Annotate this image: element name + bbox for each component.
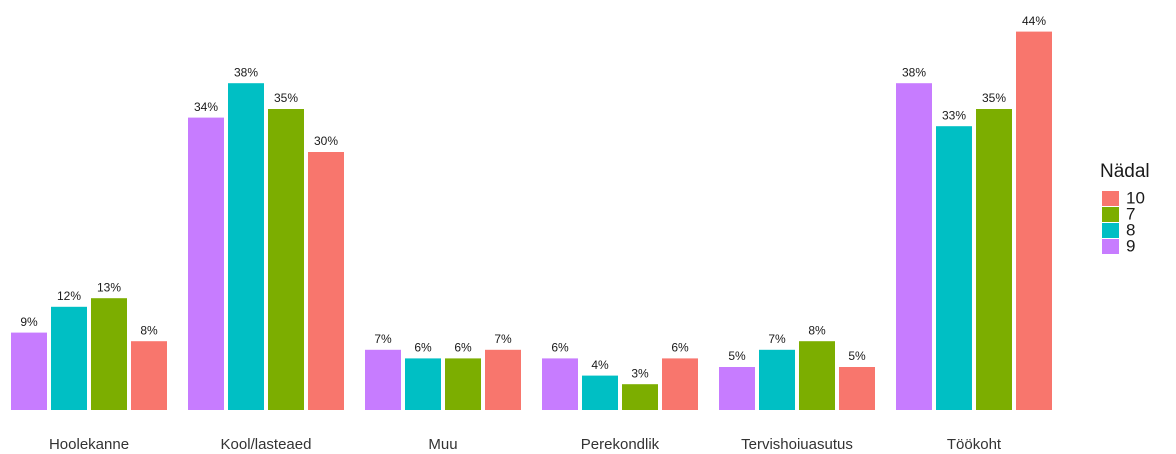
bar bbox=[51, 306, 87, 410]
value-label: 7% bbox=[374, 332, 392, 346]
legend-label: 7 bbox=[1126, 204, 1135, 223]
legend-title: Nädal bbox=[1100, 161, 1150, 182]
bar bbox=[228, 83, 264, 410]
bar bbox=[308, 152, 344, 410]
bar bbox=[485, 349, 521, 410]
bar bbox=[91, 298, 127, 410]
bar bbox=[839, 367, 875, 410]
legend-label: 9 bbox=[1126, 236, 1135, 255]
value-label: 5% bbox=[728, 349, 746, 363]
value-label: 35% bbox=[982, 91, 1006, 105]
legend-label: 10 bbox=[1126, 188, 1145, 207]
value-label: 6% bbox=[671, 341, 689, 355]
bar bbox=[622, 384, 658, 410]
value-label: 6% bbox=[414, 341, 432, 355]
value-label: 30% bbox=[314, 134, 338, 148]
bar bbox=[976, 109, 1012, 410]
bar bbox=[719, 367, 755, 410]
value-label: 34% bbox=[194, 100, 218, 114]
x-tick-label: Perekondlik bbox=[581, 436, 660, 453]
bar bbox=[582, 375, 618, 410]
bar bbox=[936, 126, 972, 410]
bar bbox=[131, 341, 167, 410]
bar bbox=[799, 341, 835, 410]
bar bbox=[896, 83, 932, 410]
legend-label: 8 bbox=[1126, 220, 1135, 239]
bar bbox=[662, 358, 698, 410]
value-label: 12% bbox=[57, 289, 81, 303]
value-label: 8% bbox=[808, 323, 826, 337]
legend-key bbox=[1102, 191, 1119, 206]
value-label: 38% bbox=[234, 65, 258, 79]
bar bbox=[11, 332, 47, 410]
bar bbox=[1016, 31, 1052, 410]
value-label: 8% bbox=[140, 323, 158, 337]
value-label: 44% bbox=[1022, 14, 1046, 28]
value-label: 35% bbox=[274, 91, 298, 105]
bar bbox=[268, 109, 304, 410]
value-label: 13% bbox=[97, 280, 121, 294]
legend-key bbox=[1102, 207, 1119, 222]
bar bbox=[405, 358, 441, 410]
value-label: 3% bbox=[631, 366, 649, 380]
legend-key bbox=[1102, 223, 1119, 238]
value-label: 38% bbox=[902, 65, 926, 79]
x-tick-label: Kool/lasteaed bbox=[221, 436, 312, 453]
legend-key bbox=[1102, 239, 1119, 254]
bar bbox=[365, 349, 401, 410]
value-label: 7% bbox=[768, 332, 786, 346]
value-label: 5% bbox=[848, 349, 866, 363]
x-tick-label: Muu bbox=[428, 436, 457, 453]
x-tick-label: Hoolekanne bbox=[49, 436, 129, 453]
value-label: 6% bbox=[454, 341, 472, 355]
bar bbox=[188, 117, 224, 410]
value-label: 33% bbox=[942, 108, 966, 122]
value-label: 4% bbox=[591, 358, 609, 372]
bar bbox=[445, 358, 481, 410]
value-label: 9% bbox=[20, 315, 38, 329]
x-tick-label: Töökoht bbox=[947, 436, 1002, 453]
value-label: 6% bbox=[551, 341, 569, 355]
bar bbox=[542, 358, 578, 410]
x-tick-label: Tervishoiuasutus bbox=[741, 436, 853, 453]
value-label: 7% bbox=[494, 332, 512, 346]
bar bbox=[759, 349, 795, 410]
